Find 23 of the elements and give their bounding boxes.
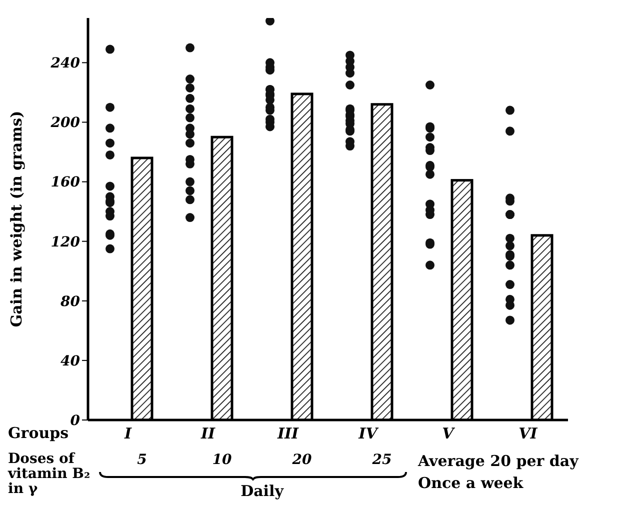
x-tick-label: I (123, 424, 132, 443)
x-tick-label: V (442, 424, 456, 443)
x-tick-label: II (200, 424, 216, 443)
y-tick-label: 200 (50, 115, 80, 132)
x-tick-label: III (276, 424, 300, 443)
text: Daily (240, 482, 285, 500)
text: 20 (291, 452, 313, 468)
text: Once a week (418, 474, 524, 492)
text: Doses of vitamin B₂ in γ (8, 451, 92, 497)
text: 10 (211, 452, 233, 468)
y-tick-label: 160 (50, 174, 80, 191)
x-tick-label: IV (358, 424, 379, 443)
y-axis-title: Gain in weight (in grams) (7, 110, 26, 328)
text: 25 (371, 452, 393, 468)
y-tick-label: 40 (60, 353, 80, 370)
x-axis-title: Groups (8, 424, 69, 442)
y-tick-label: 80 (60, 294, 80, 310)
text: Average 20 per day (418, 452, 578, 470)
y-tick-label: 120 (50, 234, 80, 250)
y-tick-label: 240 (50, 56, 80, 72)
x-tick-label: VI (518, 424, 538, 443)
y-tick-label: 0 (70, 412, 80, 429)
text: 5 (136, 452, 148, 468)
